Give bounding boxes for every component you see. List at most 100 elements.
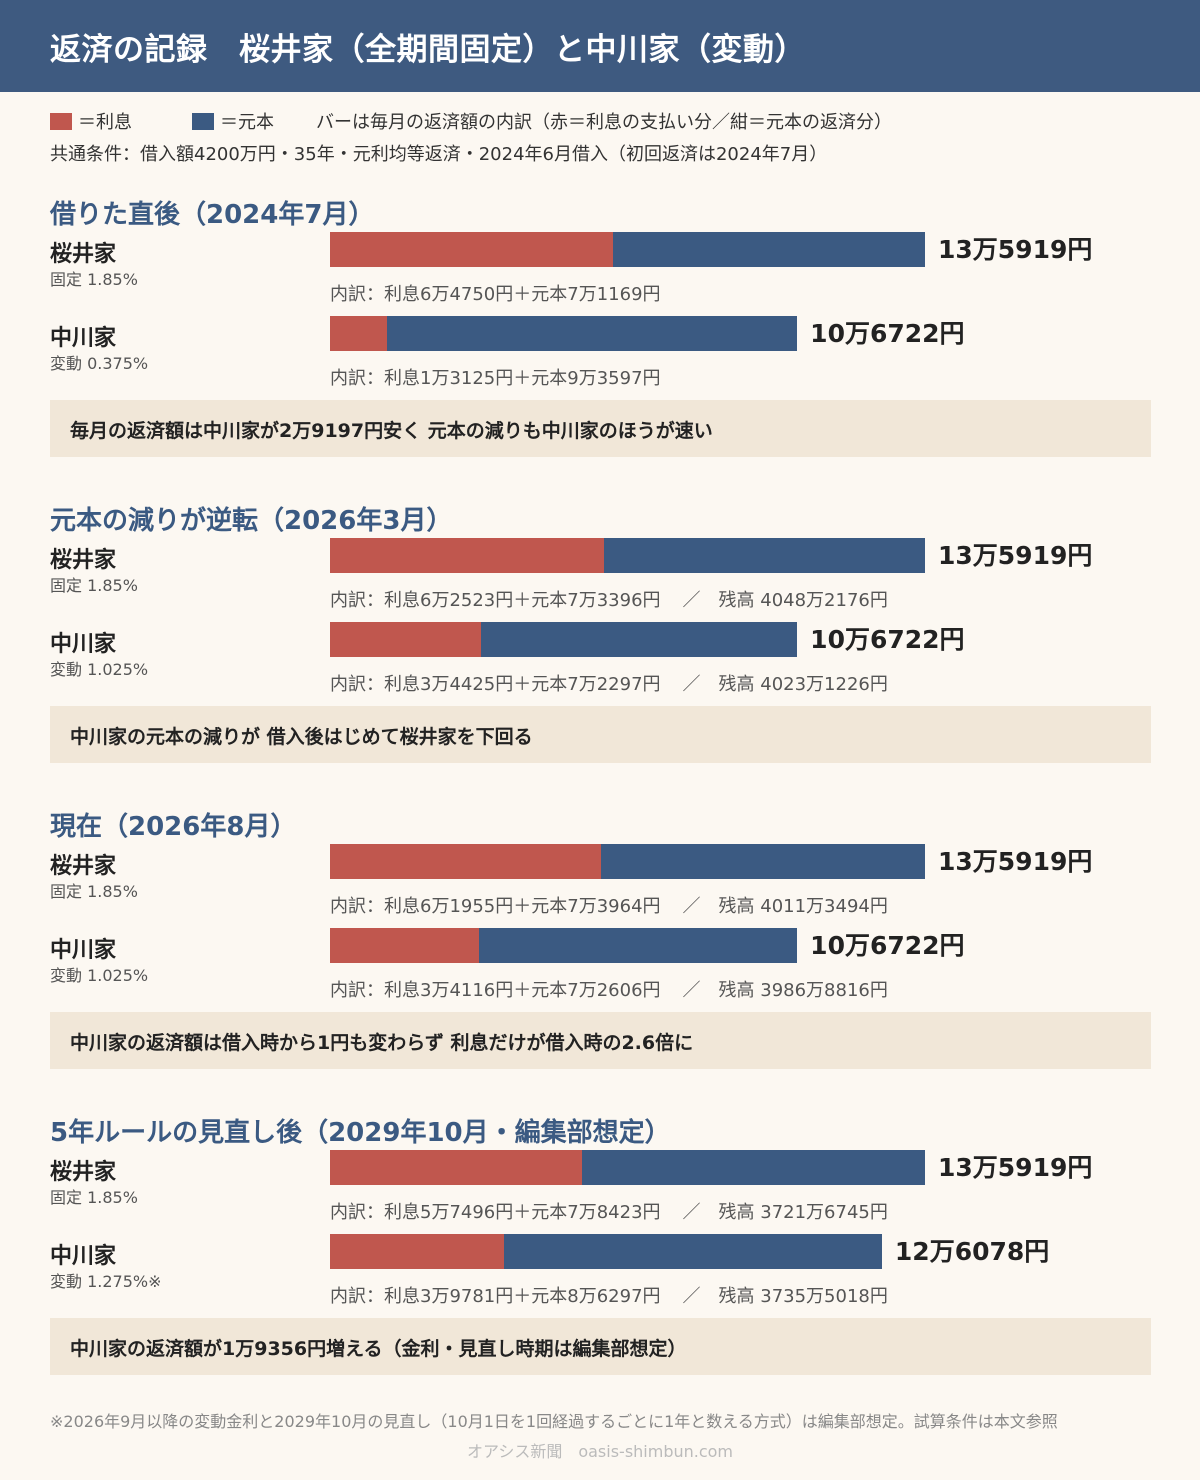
breakdown-amounts: 内訳：利息6万2523円＋元本7万3396円 (330, 590, 661, 611)
stacked-bar (330, 538, 925, 573)
family-name: 中川家 (50, 938, 117, 963)
breakdown-amounts: 内訳：利息6万4750円＋元本7万1169円 (330, 284, 661, 305)
page-title: 返済の記録 桜井家（全期間固定）と中川家（変動） (50, 32, 806, 68)
remaining-balance: 残高 3735万5018円 (718, 1286, 888, 1307)
breakdown-text: 内訳：利息3万4425円＋元本7万2297円 ／ 残高 4023万1226円 (330, 670, 888, 696)
stacked-bar (330, 1234, 882, 1269)
breakdown-amounts: 内訳：利息6万1955円＋元本7万3964円 (330, 896, 661, 917)
family-name: 中川家 (50, 1244, 117, 1269)
common-conditions: 共通条件：借入額4200万円・35年・元利均等返済・2024年6月借入（初回返済… (50, 144, 828, 165)
panel-title: 元本の減りが逆転（2026年3月） (50, 506, 453, 536)
family-row: 桜井家固定 1.85% 13万5919円内訳：利息6万2523円＋元本7万3396… (0, 538, 1200, 626)
principal-legend-label: ＝元本 (220, 112, 274, 133)
interest-rate: 固定 1.85% (50, 270, 138, 289)
family-name: 中川家 (50, 326, 117, 351)
total-payment-label: 13万5919円 (938, 541, 1093, 570)
principal-bar-segment (387, 316, 798, 351)
remaining-balance: 残高 4023万1226円 (718, 674, 888, 695)
interest-rate: 変動 1.275%※ (50, 1272, 162, 1291)
family-name: 桜井家 (50, 242, 117, 267)
total-payment-label: 10万6722円 (810, 319, 965, 348)
principal-bar-segment (504, 1234, 882, 1269)
principal-swatch (192, 113, 214, 130)
footnote: ※2026年9月以降の変動金利と2029年10月の見直し（10月1日を1回経過す… (50, 1412, 1058, 1431)
family-name: 桜井家 (50, 854, 117, 879)
breakdown-text: 内訳：利息5万7496円＋元本7万8423円 ／ 残高 3721万6745円 (330, 1198, 888, 1224)
chart-panel: 借りた直後（2024年7月） 桜井家固定 1.85% 13万5919円内訳：利息6万… (0, 194, 1200, 494)
separator: ／ (682, 590, 701, 611)
stacked-bar (330, 622, 798, 657)
interest-rate: 固定 1.85% (50, 576, 138, 595)
family-row: 中川家変動 0.375% 10万6722円内訳：利息1万3125円＋元本9万359… (0, 316, 1200, 404)
principal-bar-segment (603, 538, 925, 573)
panel-note: 中川家の返済額は借入時から1円も変わらず 利息だけが借入時の2.6倍に (50, 1012, 1151, 1069)
chart-panel: 元本の減りが逆転（2026年3月） 桜井家固定 1.85% 13万5919円内訳：利… (0, 500, 1200, 800)
family-name: 中川家 (50, 632, 117, 657)
breakdown-text: 内訳：利息6万1955円＋元本7万3964円 ／ 残高 4011万3494円 (330, 892, 888, 918)
interest-bar-segment (330, 316, 388, 351)
chart-panel: 現在（2026年8月） 桜井家固定 1.85% 13万5919円内訳：利息6万195… (0, 806, 1200, 1106)
interest-bar-segment (330, 1234, 505, 1269)
stacked-bar (330, 928, 798, 963)
panel-note-text: 中川家の返済額が1万9356円増える（金利・見直し時期は編集部想定） (70, 1338, 687, 1360)
principal-bar-segment (480, 622, 798, 657)
total-payment-label: 13万5919円 (938, 235, 1093, 264)
breakdown-text: 内訳：利息3万4116円＋元本7万2606円 ／ 残高 3986万8816円 (330, 976, 888, 1002)
panel-note: 中川家の返済額が1万9356円増える（金利・見直し時期は編集部想定） (50, 1318, 1151, 1375)
interest-legend-label: ＝利息 (78, 112, 132, 133)
separator: ／ (682, 980, 701, 1001)
principal-bar-segment (479, 928, 798, 963)
interest-rate: 変動 0.375% (50, 354, 149, 373)
separator: ／ (682, 1202, 701, 1223)
total-payment-label: 13万5919円 (938, 1153, 1093, 1182)
interest-bar-segment (330, 538, 604, 573)
chart-panel: 5年ルールの見直し後（2029年10月・編集部想定） 桜井家 固定 1.85% 13万… (0, 1112, 1200, 1412)
interest-swatch (50, 113, 72, 130)
family-name: 桜井家 (50, 1160, 117, 1185)
breakdown-amounts: 内訳：利息5万7496円＋元本7万8423円 (330, 1202, 661, 1223)
interest-bar-segment (330, 622, 481, 657)
breakdown-amounts: 内訳：利息3万4116円＋元本7万2606円 (330, 980, 661, 1001)
family-name: 桜井家 (50, 548, 117, 573)
remaining-balance: 残高 3986万8816円 (718, 980, 888, 1001)
family-row: 桜井家固定 1.85% 13万5919円内訳：利息6万1955円＋元本7万3964… (0, 844, 1200, 932)
family-row: 桜井家固定 1.85% 13万5919円内訳：利息5万7496円＋元本7万8423… (0, 1150, 1200, 1238)
total-payment-label: 12万6078円 (894, 1237, 1050, 1266)
family-row: 桜井家固定 1.85% 13万5919円内訳：利息6万4750円＋元本7万1169… (0, 232, 1200, 320)
remaining-balance: 残高 4011万3494円 (718, 896, 888, 917)
interest-bar-segment (330, 1150, 582, 1185)
stacked-bar (330, 844, 925, 879)
total-payment-label: 13万5919円 (938, 847, 1093, 876)
breakdown-amounts: 内訳：利息3万9781円＋元本8万6297円 (330, 1286, 661, 1307)
separator: ／ (682, 896, 701, 917)
panel-note-text: 毎月の返済額は中川家が2万9197円安く 元本の減りも中川家のほうが速い (70, 420, 713, 442)
family-row: 中川家変動 1.275%※ 12万6078円内訳：利息3万9781円＋元本8万62… (0, 1234, 1200, 1322)
separator: ／ (682, 674, 701, 695)
family-row: 中川家 変動 1.025% 10万6722円 内訳：利息3万4116円＋元本7万260… (0, 928, 1200, 1016)
interest-rate: 変動 1.025% (50, 966, 149, 985)
family-row: 中川家 変動 1.025% 10万6722円 内訳：利息3万4425円＋元本7万229… (0, 622, 1200, 710)
separator: ／ (682, 1286, 701, 1307)
breakdown-amounts: 内訳：利息3万4425円＋元本7万2297円 (330, 674, 661, 695)
stacked-bar (330, 232, 925, 267)
credit: オアシス新聞 oasis-shimbun.com (466, 1442, 734, 1461)
principal-bar-segment (581, 1150, 925, 1185)
total-payment-label: 10万6722円 (810, 625, 965, 654)
interest-rate: 固定 1.85% (50, 1188, 138, 1207)
panel-note: 中川家の元本の減りが 借入後はじめて桜井家を下回る (50, 706, 1151, 763)
breakdown-text: 内訳：利息6万4750円＋元本7万1169円 (330, 280, 661, 306)
header-bar: 返済の記録 桜井家（全期間固定）と中川家（変動） (0, 0, 1200, 92)
panel-note-text: 中川家の返済額は借入時から1円も変わらず 利息だけが借入時の2.6倍に (70, 1032, 694, 1054)
interest-rate: 固定 1.85% (50, 882, 138, 901)
breakdown-text: 内訳：利息6万2523円＋元本7万3396円 ／ 残高 4048万2176円 (330, 586, 888, 612)
breakdown-amounts: 内訳：利息1万3125円＋元本9万3597円 (330, 368, 661, 389)
principal-bar-segment (613, 232, 925, 267)
legend-description: バーは毎月の返済額の内訳（赤＝利息の支払い分／紺＝元本の返済分） (316, 112, 892, 133)
interest-bar-segment (330, 928, 480, 963)
panel-title: 現在（2026年8月） (50, 812, 297, 842)
interest-bar-segment (330, 232, 614, 267)
principal-bar-segment (601, 844, 925, 879)
panel-note-text: 中川家の元本の減りが 借入後はじめて桜井家を下回る (70, 726, 533, 748)
panel-title: 借りた直後（2024年7月） (50, 200, 375, 230)
panel-note: 毎月の返済額は中川家が2万9197円安く 元本の減りも中川家のほうが速い (50, 400, 1151, 457)
